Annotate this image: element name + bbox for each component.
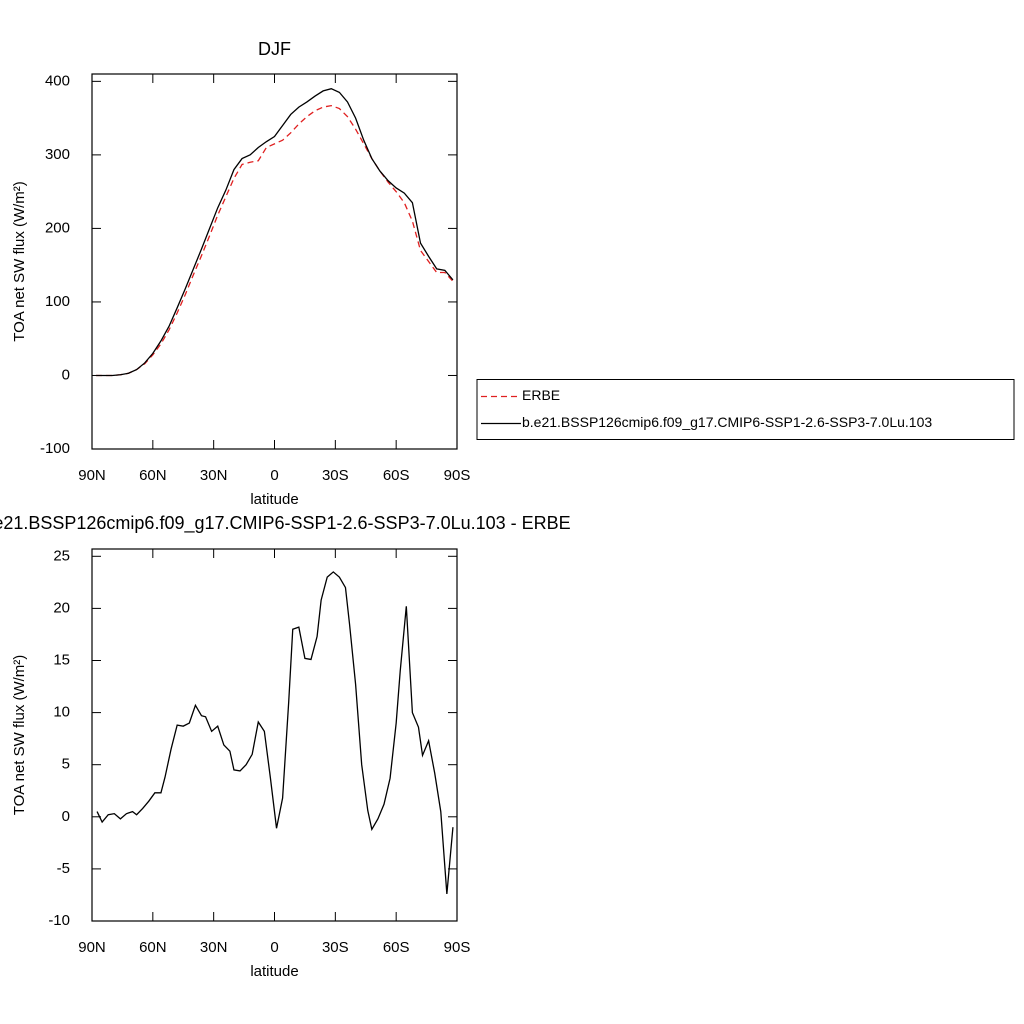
x-tick-label: 0 (270, 467, 278, 484)
x-tick-label: 60N (139, 939, 167, 956)
y-tick-label: 0 (62, 366, 70, 383)
y-tick-label: 200 (45, 219, 70, 236)
x-tick-label: 30S (322, 467, 349, 484)
x-tick-label: 60S (383, 467, 410, 484)
x-tick-label: 60S (383, 939, 410, 956)
x-tick-label: 30N (200, 467, 228, 484)
y-tick-label: 400 (45, 72, 70, 89)
data-line (96, 104, 454, 377)
data-line (96, 571, 454, 894)
y-tick-label: 0 (62, 808, 70, 825)
y-tick-label: -100 (40, 440, 70, 457)
x-tick-label: 90N (78, 467, 106, 484)
y-tick-label: 100 (45, 293, 70, 310)
chart-title: DJF (258, 39, 291, 59)
data-line (96, 88, 454, 377)
y-tick-label: 15 (53, 651, 70, 668)
y-tick-label: 300 (45, 146, 70, 163)
y-axis-label: TOA net SW flux (W/m²) (11, 655, 28, 816)
x-axis-label: latitude (250, 963, 298, 980)
x-tick-label: 90S (444, 939, 471, 956)
x-tick-label: 60N (139, 467, 167, 484)
legend-box (476, 379, 1015, 440)
y-tick-label: -5 (57, 860, 70, 877)
y-tick-label: 10 (53, 704, 70, 721)
x-axis-label: latitude (250, 491, 298, 508)
x-tick-label: 30N (200, 939, 228, 956)
plot-frame (91, 548, 458, 922)
legend-label: ERBE (522, 387, 560, 403)
y-tick-label: 25 (53, 547, 70, 564)
chart-title: b.e21.BSSP126cmip6.f09_g17.CMIP6-SSP1-2.… (0, 513, 571, 534)
x-tick-label: 90N (78, 939, 106, 956)
plot-frame (91, 73, 458, 450)
x-tick-label: 90S (444, 467, 471, 484)
x-tick-label: 0 (270, 939, 278, 956)
legend-label: b.e21.BSSP126cmip6.f09_g17.CMIP6-SSP1-2.… (522, 414, 932, 430)
y-tick-label: -10 (48, 912, 70, 929)
x-tick-label: 30S (322, 939, 349, 956)
y-tick-label: 20 (53, 599, 70, 616)
y-axis-label: TOA net SW flux (W/m²) (11, 181, 28, 342)
y-tick-label: 5 (62, 756, 70, 773)
